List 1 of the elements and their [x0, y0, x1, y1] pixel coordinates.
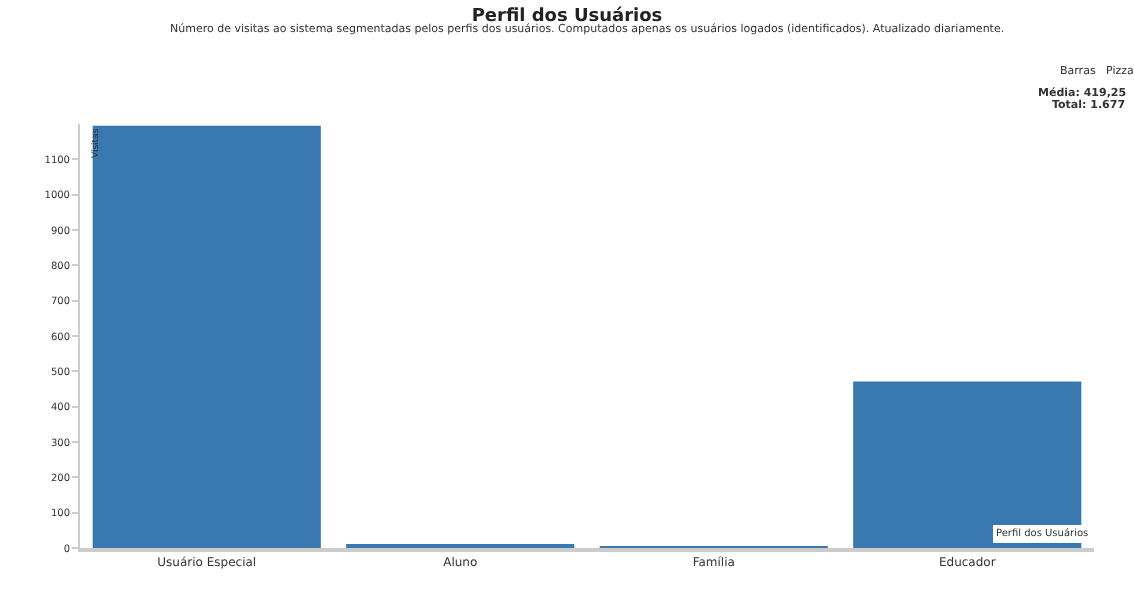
bar: [92, 125, 321, 548]
